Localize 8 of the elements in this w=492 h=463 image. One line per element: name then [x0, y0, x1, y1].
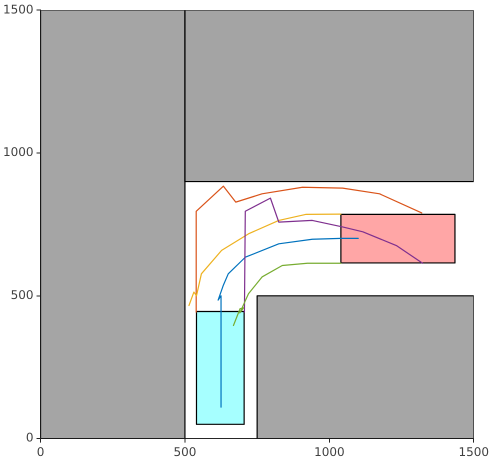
- x-tick-label: 0: [36, 444, 44, 459]
- y-tick-label: 500: [10, 288, 34, 302]
- x-tick-label: 500: [173, 444, 196, 459]
- y-tick-label: 1500: [2, 2, 34, 16]
- x-tick-label: 1000: [314, 444, 345, 459]
- y-tick-label: 0: [26, 430, 34, 445]
- x-tick-label: 1500: [458, 444, 490, 459]
- y-tick-label: 1000: [2, 145, 34, 160]
